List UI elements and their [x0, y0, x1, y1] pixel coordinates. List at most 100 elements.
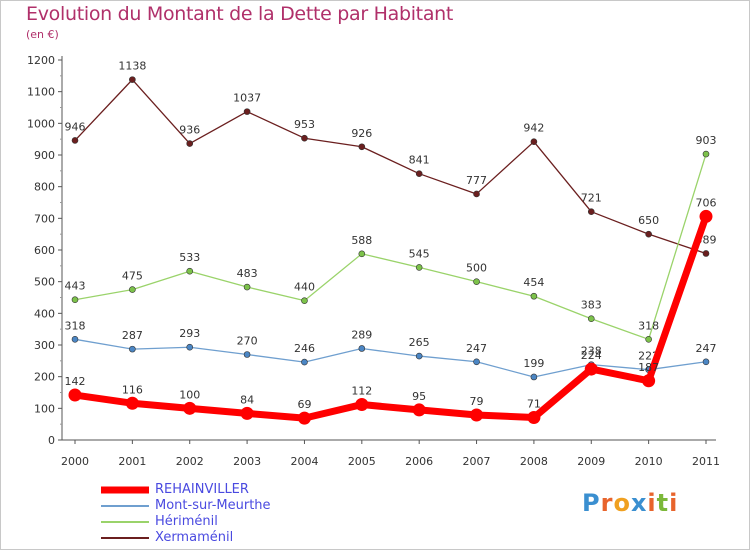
data-point [301, 297, 308, 304]
series-line [74, 338, 707, 378]
x-tick-label: 2011 [692, 455, 720, 468]
data-label: 953 [294, 118, 315, 131]
data-label: 483 [237, 267, 258, 280]
data-point [587, 208, 595, 215]
x-tick-label: 2003 [233, 455, 261, 468]
data-point [240, 406, 254, 420]
data-point [473, 190, 480, 198]
y-tick-label: 1000 [27, 117, 55, 130]
data-label: 142 [65, 375, 86, 388]
data-label: 79 [470, 395, 484, 408]
data-point [702, 150, 710, 158]
y-tick-label: 100 [34, 402, 55, 415]
data-label: 265 [409, 336, 430, 349]
data-label: 841 [409, 154, 430, 167]
data-point [530, 292, 538, 300]
data-point [358, 143, 366, 151]
data-label: 936 [179, 124, 200, 137]
data-point [186, 267, 194, 275]
data-label: 247 [466, 342, 487, 355]
data-label: 500 [466, 262, 487, 275]
y-tick-label: 400 [34, 307, 55, 320]
data-point [243, 108, 251, 115]
data-point [243, 351, 251, 358]
logo-letter: t [656, 489, 670, 517]
logo-letter: i [647, 489, 657, 517]
logo-letter: o [613, 489, 631, 517]
legend-swatch-mont-sur-meurthe [101, 505, 149, 507]
chart-title: Evolution du Montant de la Dette par Hab… [26, 3, 454, 25]
x-tick-label: 2008 [520, 455, 548, 468]
data-point [645, 230, 652, 238]
data-label: 1138 [118, 60, 146, 73]
data-point [358, 250, 366, 258]
data-label: 112 [351, 385, 372, 398]
data-label: 533 [179, 251, 200, 264]
data-label: 71 [527, 398, 541, 411]
data-label: 440 [294, 281, 315, 294]
logo-letter: P [582, 489, 601, 517]
data-point [301, 358, 308, 366]
series-line [74, 78, 707, 255]
data-point [71, 335, 79, 343]
data-point [699, 209, 713, 223]
data-point [68, 388, 82, 402]
data-point [415, 264, 423, 271]
data-point [412, 403, 426, 417]
data-label: 777 [466, 174, 487, 187]
data-label: 588 [351, 234, 372, 247]
proxiti-logo: Proxiti [582, 489, 678, 517]
data-label: 95 [412, 390, 426, 403]
data-point [301, 134, 308, 142]
data-label: 318 [65, 319, 86, 332]
y-tick-label: 700 [34, 212, 55, 225]
x-tick-label: 2004 [290, 455, 318, 468]
data-label: 926 [351, 127, 372, 140]
data-label: 946 [65, 120, 86, 133]
data-label: 650 [638, 214, 659, 227]
data-point [530, 138, 538, 145]
y-tick-label: 500 [34, 276, 55, 289]
legend-label: Xermaménil [155, 530, 234, 545]
legend-label: REHAINVILLER [155, 482, 249, 497]
data-point [186, 343, 194, 351]
data-point [642, 374, 656, 388]
x-tick-label: 2006 [405, 455, 433, 468]
series-line [71, 212, 710, 422]
data-point [355, 398, 369, 412]
y-tick-label: 200 [34, 371, 55, 384]
logo-letter: x [630, 489, 648, 517]
y-tick-label: 600 [34, 244, 55, 257]
legend-label: Mont-sur-Meurthe [155, 498, 271, 513]
data-point [645, 335, 652, 343]
data-point [358, 345, 366, 352]
y-tick-label: 800 [34, 181, 55, 194]
data-point [297, 411, 311, 425]
logo-letter: i [669, 489, 679, 517]
x-tick-label: 2002 [176, 455, 204, 468]
legend-item-xermamenil: Xermaménil [100, 530, 360, 547]
y-tick-label: 1100 [27, 86, 55, 99]
x-tick-label: 2005 [348, 455, 376, 468]
data-label: 942 [523, 122, 544, 135]
data-point [186, 140, 194, 147]
data-point [129, 286, 136, 293]
data-label: 545 [409, 247, 430, 260]
data-label: 475 [122, 270, 143, 283]
chart-legend: REHAINVILLER Mont-sur-Meurthe Hériménil … [100, 482, 360, 547]
data-point [71, 137, 79, 144]
data-point [702, 250, 710, 257]
data-point [473, 278, 480, 285]
y-tick-label: 300 [34, 339, 55, 352]
chart-subtitle: (en €) [26, 28, 59, 41]
legend-swatch-herimenil [101, 521, 149, 523]
data-label: 69 [297, 398, 311, 411]
data-point [530, 373, 538, 381]
legend-item-herimenil: Hériménil [100, 514, 360, 531]
data-label: 318 [638, 319, 659, 332]
data-label: 454 [523, 276, 544, 289]
y-tick-label: 900 [34, 149, 55, 162]
data-point [587, 315, 595, 323]
